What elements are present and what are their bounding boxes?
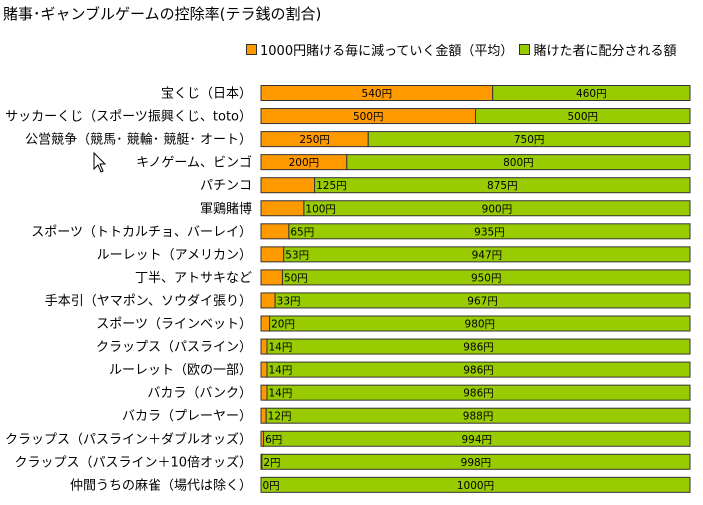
data-label-returned: 875円 [487, 180, 518, 192]
data-label-lost: 125円 [316, 180, 347, 192]
legend-swatch-returned [519, 44, 531, 55]
category-label: 手本引（ヤマポン、ソウダイ張り） [45, 294, 252, 309]
data-label-lost: 200円 [289, 157, 320, 169]
bar-segment-returned [265, 407, 691, 424]
data-label-lost: 540円 [362, 88, 393, 100]
category-label: 軍鶏賭博 [200, 202, 252, 217]
bar-segment-returned [274, 292, 691, 309]
data-label-returned: 986円 [463, 365, 494, 377]
data-label-returned: 750円 [514, 134, 545, 146]
legend-label-lost: 1000円賭ける毎に減っていく金額（平均） [260, 44, 514, 59]
bar-segment-lost [260, 407, 267, 424]
data-label-returned: 947円 [472, 249, 503, 261]
category-label: スポーツ（トトカルチョ、バーレイ） [31, 225, 252, 240]
bar-segment-returned [492, 85, 691, 101]
category-label: クラップス（パスライン＋ダブルオッズ） [5, 431, 252, 447]
data-label-lost: 20円 [271, 319, 295, 331]
data-label-returned: 986円 [463, 388, 494, 400]
data-label-returned: 986円 [463, 342, 494, 354]
data-label-returned: 935円 [474, 226, 505, 238]
data-label-lost: 100円 [305, 203, 336, 215]
bar-segment-lost [260, 315, 271, 332]
data-label-returned: 998円 [461, 457, 492, 469]
data-label-lost: 500円 [353, 111, 384, 123]
category-label: クラップス（パスライン） [96, 340, 252, 355]
data-label-returned: 1000円 [457, 480, 494, 492]
data-label-returned: 967円 [467, 295, 498, 307]
data-label-lost: 0円 [263, 480, 280, 492]
data-label-lost: 14円 [269, 342, 293, 354]
category-label: クラップス（パスライン＋10倍オッズ） [14, 454, 252, 470]
legend-item-returned: 賭けた者に配分される額 [519, 40, 676, 59]
bar-segment-returned [266, 384, 691, 401]
category-label: 宝くじ（日本） [161, 87, 252, 102]
data-label-returned: 988円 [463, 411, 494, 423]
bar-segment-returned [281, 269, 691, 286]
chart-title: 賭事･ギャンブルゲームの控除率(テラ銭の割合) [3, 5, 322, 23]
bar-segment-lost [260, 223, 290, 240]
legend-swatch-lost [246, 44, 257, 55]
category-label: ルーレット（欧の一部） [109, 363, 252, 378]
bar-segment-lost [260, 200, 305, 217]
data-label-lost: 50円 [284, 272, 308, 284]
bar-segment-returned [260, 476, 691, 493]
data-label-lost: 6円 [265, 434, 282, 446]
data-label-returned: 900円 [482, 203, 513, 215]
bar-segment-returned [346, 154, 691, 171]
category-label: バカラ（バンク） [147, 386, 252, 401]
data-label-returned: 950円 [471, 272, 502, 284]
data-label-lost: 65円 [290, 226, 314, 238]
bar-segment-returned [475, 108, 691, 125]
category-label: 丁半、アトサキなど [135, 271, 252, 286]
data-label-lost: 14円 [269, 365, 293, 377]
data-label-lost: 250円 [299, 134, 330, 146]
data-label-lost: 53円 [285, 249, 309, 261]
bar-segment-returned [288, 223, 691, 240]
category-label: ルーレット（アメリカン） [97, 248, 252, 263]
data-label-lost: 2円 [263, 457, 280, 469]
bar-segment-returned [261, 453, 691, 470]
bar-segment-lost [260, 269, 283, 286]
data-label-returned: 500円 [567, 111, 598, 123]
data-label-lost: 33円 [277, 295, 301, 307]
data-label-lost: 14円 [269, 388, 293, 400]
bar-segment-returned [263, 430, 691, 447]
data-label-returned: 800円 [503, 157, 534, 169]
bar-segment-lost [260, 177, 316, 194]
bar-segment-returned [266, 338, 691, 355]
data-label-returned: 994円 [462, 434, 493, 446]
bar-segment-lost [260, 338, 268, 355]
legend-label-returned: 賭けた者に配分される額 [533, 44, 677, 59]
category-label: 公営競争（競馬･ 競輪･ 競艇･ オート） [25, 132, 252, 148]
bar-segment-returned [303, 200, 691, 217]
legend-item-lost: 1000円賭ける毎に減っていく金額（平均） [246, 40, 513, 59]
category-label: 仲間うちの麻雀（場代は除く） [70, 478, 252, 493]
category-label: スポーツ（ラインベット） [96, 317, 252, 332]
bar-segment-lost [260, 246, 285, 263]
bar-segment-returned [367, 131, 691, 148]
bar-segment-returned [266, 361, 691, 378]
bar-segment-lost [260, 384, 268, 401]
category-label: パチンコ [200, 179, 252, 194]
data-label-returned: 460円 [576, 88, 607, 100]
bar-segment-returned [269, 315, 691, 332]
category-label: キノゲーム、ビンゴ [136, 155, 252, 171]
legend: 1000円賭ける毎に減っていく金額（平均） 賭けた者に配分される額 [246, 40, 682, 59]
category-label: サッカーくじ（スポーツ振興くじ、toto） [5, 110, 252, 125]
bar-segment-returned [283, 246, 691, 263]
bar-segment-lost [260, 292, 276, 309]
data-label-lost: 12円 [268, 411, 292, 423]
category-label: バカラ（プレーヤー） [122, 409, 252, 424]
bar-segment-returned [314, 177, 691, 194]
mouse-cursor-icon [93, 152, 107, 173]
bar-segment-lost [260, 361, 268, 378]
data-label-returned: 980円 [465, 319, 496, 331]
